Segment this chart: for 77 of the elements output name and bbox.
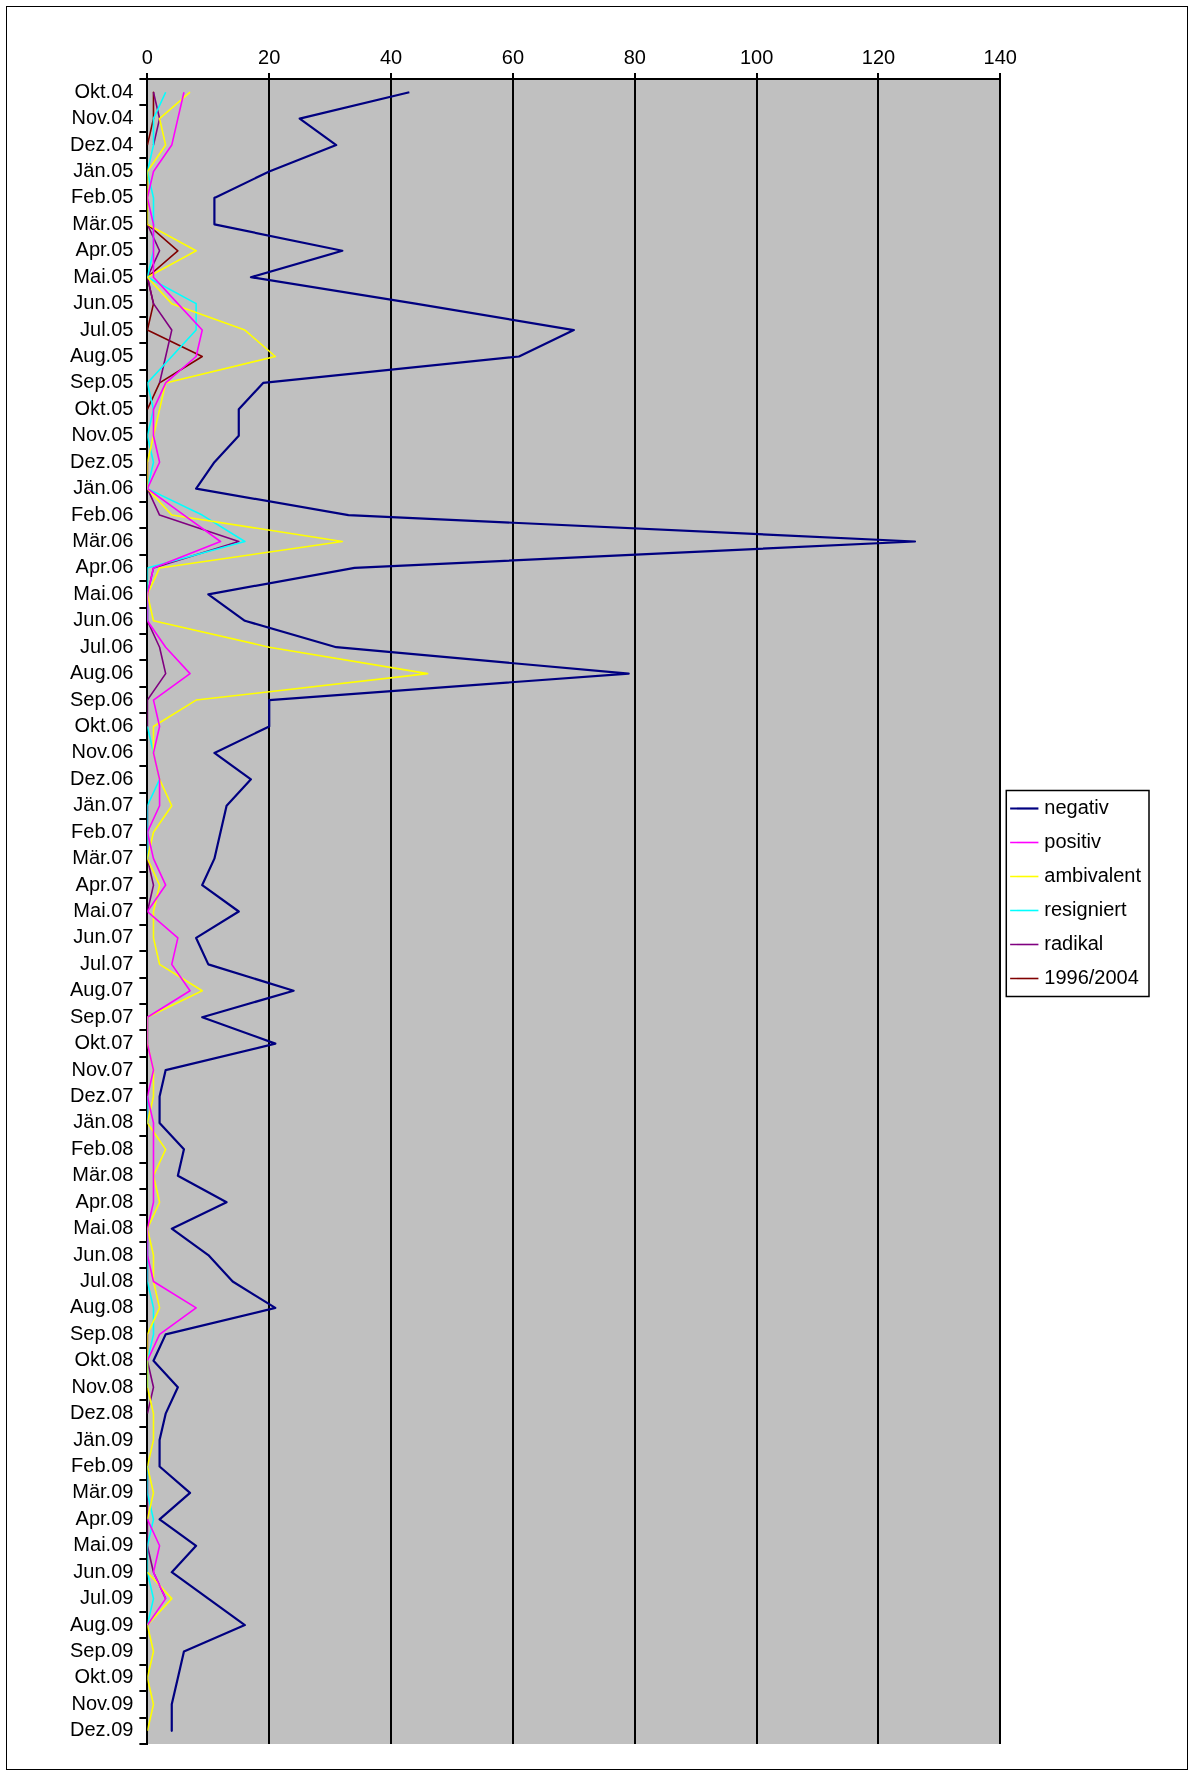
x-tick-label: 60 xyxy=(501,45,525,68)
y-tick-label: Okt.08 xyxy=(74,1348,134,1371)
x-tick-label: 80 xyxy=(623,45,646,68)
y-tick-label: Feb.07 xyxy=(71,819,134,842)
x-tick-label: 0 xyxy=(141,45,153,68)
y-tick-label: Apr.05 xyxy=(75,238,134,261)
y-tick-label: Jän.06 xyxy=(73,476,134,499)
y-tick-label: Apr.06 xyxy=(75,555,134,578)
legend-label: negativ xyxy=(1044,796,1109,819)
y-tick-label: Jul.06 xyxy=(80,634,134,657)
y-tick-label: Okt.06 xyxy=(74,714,134,737)
y-tick-label: Aug.08 xyxy=(70,1295,134,1318)
y-tick-label: Feb.06 xyxy=(71,502,134,525)
legend-label: ambivalent xyxy=(1044,864,1142,887)
x-tick-label: 120 xyxy=(861,45,896,68)
y-tick-label: Apr.07 xyxy=(75,872,134,895)
y-tick-label: Jun.09 xyxy=(73,1559,134,1582)
y-tick-label: Mär.06 xyxy=(72,529,134,552)
y-tick-label: Okt.07 xyxy=(74,1031,134,1054)
y-tick-label: Feb.08 xyxy=(71,1136,134,1159)
y-tick-label: Jän.09 xyxy=(73,1427,134,1450)
y-tick-label: Mai.07 xyxy=(73,899,134,922)
y-tick-label: Sep.08 xyxy=(70,1321,134,1344)
y-tick-label: Jul.05 xyxy=(80,317,134,340)
y-tick-label: Dez.06 xyxy=(70,766,134,789)
y-tick-label: Okt.05 xyxy=(74,396,134,419)
y-tick-label: Sep.09 xyxy=(70,1639,134,1662)
y-tick-label: Mai.05 xyxy=(73,264,134,287)
y-tick-label: Dez.08 xyxy=(70,1401,134,1424)
x-tick-label: 100 xyxy=(739,45,774,68)
y-tick-label: Feb.09 xyxy=(71,1454,134,1477)
y-tick-label: Mai.09 xyxy=(73,1533,134,1556)
x-tick-label: 40 xyxy=(379,45,403,68)
y-tick-label: Aug.09 xyxy=(70,1612,134,1635)
y-tick-label: Nov.08 xyxy=(71,1374,134,1397)
y-tick-label: Jän.05 xyxy=(73,159,134,182)
y-tick-label: Apr.09 xyxy=(75,1506,134,1529)
y-tick-label: Nov.06 xyxy=(71,740,134,763)
y-tick-label: Nov.07 xyxy=(71,1057,134,1080)
y-tick-label: Feb.05 xyxy=(71,185,134,208)
y-tick-label: Aug.07 xyxy=(70,978,134,1001)
y-tick-label: Dez.07 xyxy=(70,1084,134,1107)
y-tick-label: Nov.05 xyxy=(71,423,134,446)
y-tick-label: Mär.07 xyxy=(72,846,134,869)
x-tick-label: 140 xyxy=(983,45,1017,68)
y-tick-label: Mai.06 xyxy=(73,581,134,604)
y-tick-label: Aug.06 xyxy=(70,661,134,684)
y-tick-label: Sep.06 xyxy=(70,687,134,710)
y-tick-label: Nov.09 xyxy=(71,1691,134,1714)
legend-label: radikal xyxy=(1044,932,1104,955)
x-tick-label: 20 xyxy=(258,45,281,68)
legend-label: resigniert xyxy=(1044,898,1127,921)
y-tick-label: Jul.08 xyxy=(80,1269,134,1292)
y-tick-label: Jun.08 xyxy=(73,1242,134,1265)
legend-label: positiv xyxy=(1044,830,1101,853)
y-tick-label: Jun.05 xyxy=(73,291,134,314)
y-tick-label: Sep.05 xyxy=(70,370,134,393)
y-tick-label: Aug.05 xyxy=(70,344,134,367)
legend-label: 1996/2004 xyxy=(1044,966,1139,989)
y-tick-label: Dez.05 xyxy=(70,449,134,472)
y-tick-label: Sep.07 xyxy=(70,1004,134,1027)
y-tick-label: Okt.04 xyxy=(74,79,134,102)
y-tick-label: Dez.09 xyxy=(70,1718,134,1741)
y-tick-label: Jul.09 xyxy=(80,1586,134,1609)
y-tick-label: Mär.09 xyxy=(72,1480,134,1503)
y-tick-label: Nov.04 xyxy=(71,106,134,129)
y-tick-label: Apr.08 xyxy=(75,1189,134,1212)
y-tick-label: Jän.07 xyxy=(73,793,134,816)
y-tick-label: Dez.04 xyxy=(70,132,134,155)
y-tick-label: Jun.06 xyxy=(73,608,134,631)
y-tick-label: Jän.08 xyxy=(73,1110,134,1133)
y-tick-label: Jun.07 xyxy=(73,925,134,948)
y-tick-label: Mär.08 xyxy=(72,1163,134,1186)
y-tick-label: Mai.08 xyxy=(73,1216,134,1239)
y-tick-label: Jul.07 xyxy=(80,951,134,974)
y-tick-label: Mär.05 xyxy=(72,211,134,234)
y-tick-label: Okt.09 xyxy=(74,1665,134,1688)
